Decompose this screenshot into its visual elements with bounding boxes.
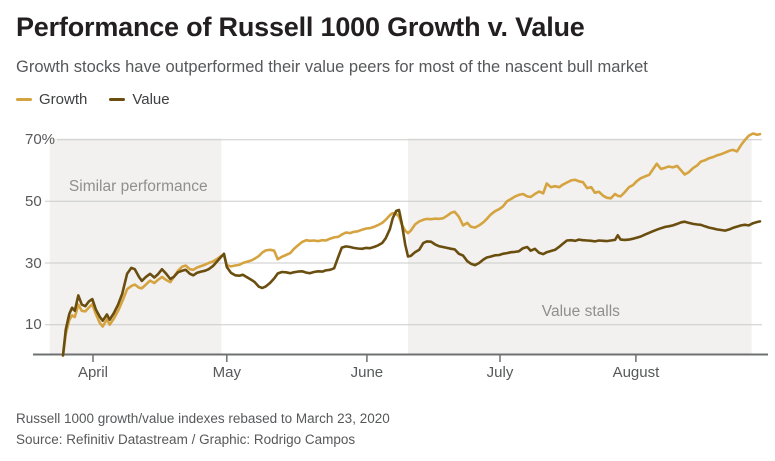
y-tick-label: 50: [25, 192, 42, 210]
x-tick-label: May: [212, 364, 241, 381]
legend: Growth Value: [16, 91, 170, 108]
page-title: Performance of Russell 1000 Growth v. Va…: [16, 12, 585, 42]
y-tick-label: 10: [25, 316, 42, 334]
annotation-similar-performance: Similar performance: [68, 178, 208, 196]
value-line-swatch-icon: [109, 97, 126, 102]
source-line: Source: Refinitiv Datastream / Graphic: …: [16, 432, 356, 447]
legend-label: Growth: [39, 91, 88, 108]
growth-line-swatch-icon: [16, 97, 32, 102]
x-tick-label: August: [612, 364, 660, 381]
legend-item-value: Value: [109, 91, 170, 108]
annotation-value-stalls: Value stalls: [541, 303, 620, 321]
x-tick-label: June: [350, 364, 384, 381]
legend-item-growth: Growth: [16, 91, 87, 108]
x-tick-label: July: [486, 364, 514, 381]
footnote: Russell 1000 growth/value indexes rebase…: [16, 411, 390, 426]
x-tick-label: April: [77, 364, 108, 381]
y-tick-label: 30: [25, 254, 42, 272]
period-band: [49, 138, 222, 355]
legend-label: Value: [132, 91, 170, 108]
y-tick-label: 70%: [25, 131, 56, 149]
value-series-line: [61, 208, 762, 357]
chart-subtitle: Growth stocks have outperformed their va…: [16, 58, 648, 76]
period-band: [408, 138, 752, 355]
